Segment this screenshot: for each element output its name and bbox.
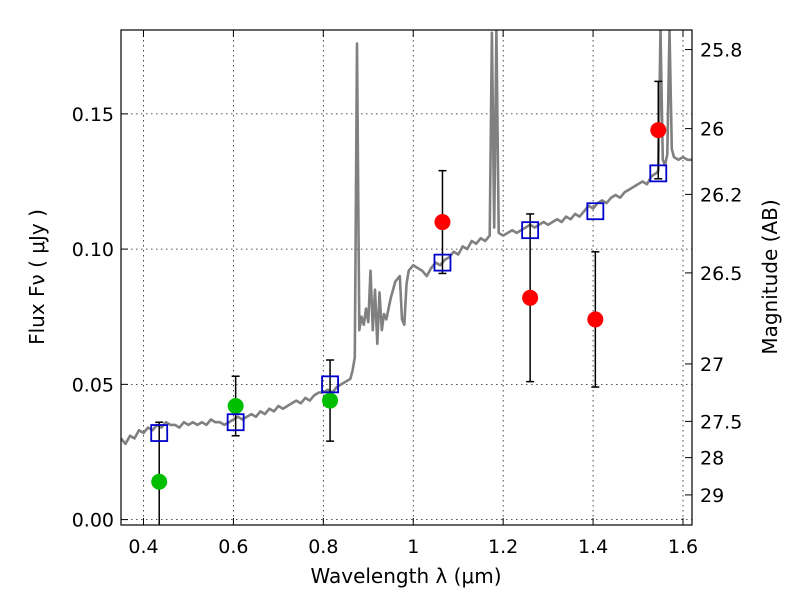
y2-tick-label: 27 [700,354,724,376]
x-tick-label: 1 [407,536,419,558]
photometry-point [151,473,168,490]
y2-tick-label: 28 [700,448,724,470]
y-tick-label: 0.10 [72,239,114,261]
y-tick-label: 0.00 [72,510,114,532]
x-tick-label: 0.8 [308,536,338,558]
x-tick-label: 1.2 [488,536,518,558]
photometry-point [650,122,667,139]
photometry-layer [150,80,668,525]
photometry-point [434,214,451,231]
photometry-point [587,311,604,328]
model-spectrum-layer [121,30,692,446]
model-flux-square [586,202,605,221]
y2-tick-label: 27.5 [700,411,742,433]
y2-tick-label: 26.2 [700,184,742,206]
plot-frame [120,29,693,526]
photometry-point [522,289,539,306]
model-flux-square [521,221,540,240]
model-flux-square [321,375,339,394]
model-flux-square [649,164,668,183]
y2-axis-title: Magnitude (AB) [758,199,782,354]
photometry-point [322,392,339,409]
model-spectrum-line [121,30,692,446]
x-tick-label: 1.4 [578,536,608,558]
model-flux-square [433,253,452,272]
y-axis-title: Flux Fν ( μJy ) [25,209,49,345]
y-tick-label: 0.15 [72,104,114,126]
model-flux-square [150,424,169,442]
x-tick-label: 1.6 [668,536,698,558]
grid-layer [121,30,692,525]
tick-layer: 0.4 0.6 0.8 1 1.2 1.4 1.6 0.00 0.05 0.10 0.15 25.8 2… [72,30,742,558]
y2-tick-label: 26.5 [700,263,742,285]
x-tick-label: 0.6 [218,536,248,558]
y2-tick-label: 29 [700,485,724,507]
y-tick-label: 0.05 [72,374,114,396]
y2-tick-label: 26 [700,119,724,141]
x-axis-title: Wavelength λ (μm) [310,564,501,588]
x-tick-label: 0.4 [128,536,158,558]
photometry-point [227,397,244,414]
model-flux-square [226,413,245,432]
y2-tick-label: 25.8 [700,40,742,62]
